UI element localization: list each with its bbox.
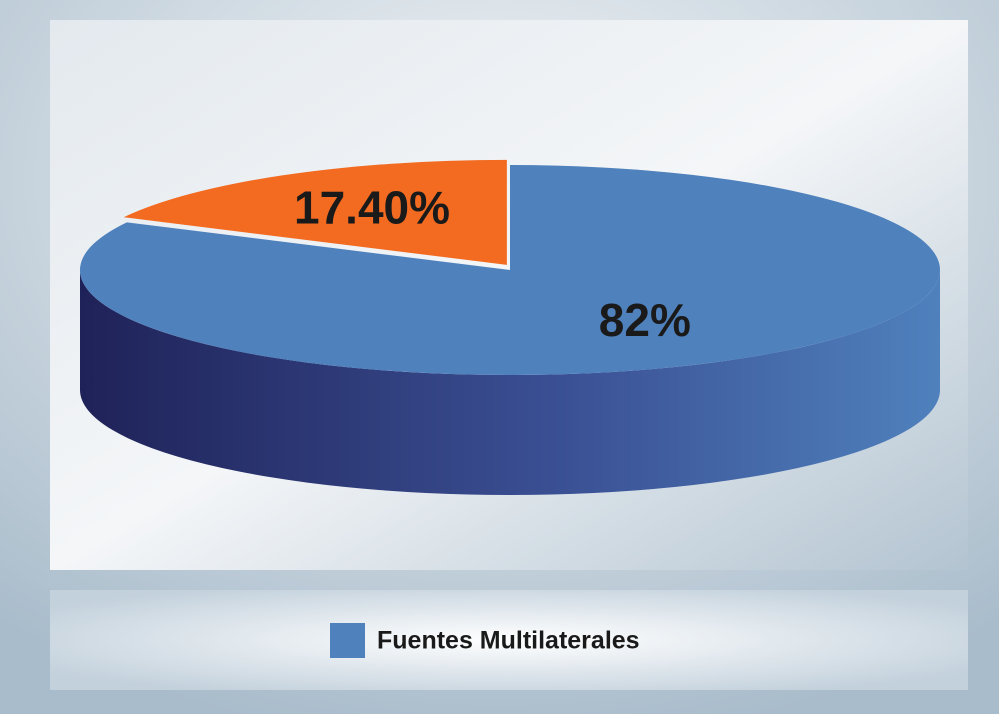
pie-slice <box>123 159 507 265</box>
pie-slice <box>79 165 940 376</box>
legend-label: Fuentes Multilaterales <box>377 627 640 655</box>
data-label: 17.40% <box>294 181 450 233</box>
legend-area <box>50 590 968 690</box>
pie-side <box>80 270 940 495</box>
data-label: 82% <box>599 294 691 346</box>
legend-swatch <box>330 623 365 658</box>
